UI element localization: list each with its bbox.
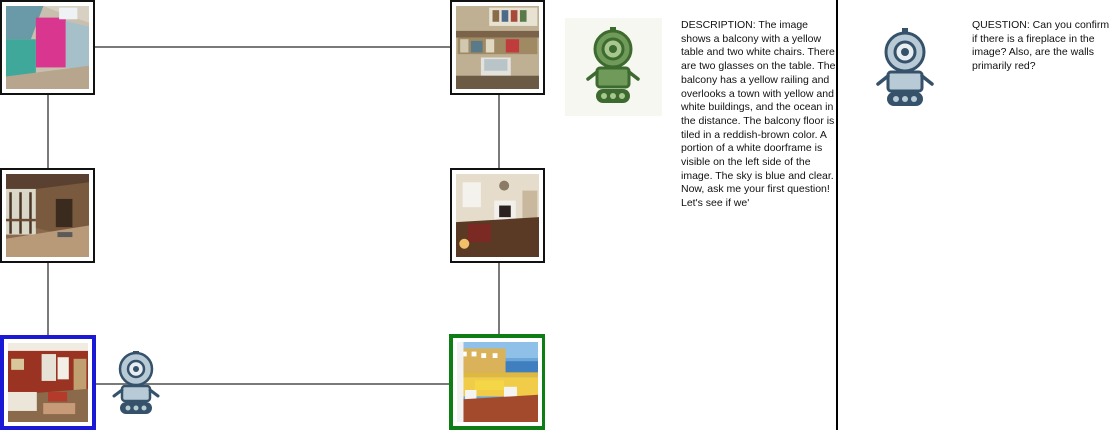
- attic-room-image: [6, 6, 89, 89]
- red-room-image: [8, 343, 88, 422]
- node-current-red-room[interactable]: [0, 335, 96, 430]
- robot-icon: [112, 351, 160, 414]
- description-text: DESCRIPTION: The image shows a balcony w…: [681, 19, 836, 210]
- question-text: QUESTION: Can you confirm if there is a …: [972, 19, 1110, 73]
- node-mid-left[interactable]: [0, 168, 95, 263]
- balcony-image: [457, 342, 538, 422]
- edge-left-lower: [47, 262, 49, 337]
- node-target-balcony[interactable]: [449, 334, 545, 430]
- panel-divider: [836, 0, 838, 430]
- edge-top: [94, 46, 452, 48]
- porch-image: [6, 174, 89, 257]
- navigation-graph: [0, 0, 545, 430]
- edge-right-lower: [498, 262, 500, 337]
- node-top-left[interactable]: [0, 0, 95, 95]
- edge-bottom: [96, 383, 450, 385]
- edge-right-upper: [498, 94, 500, 169]
- robot-icon: [876, 28, 934, 106]
- office-room-image: [456, 6, 539, 89]
- edge-left-upper: [47, 94, 49, 169]
- fireplace-room-image: [456, 174, 539, 257]
- robot-icon: [586, 27, 640, 103]
- node-top-right[interactable]: [450, 0, 545, 95]
- node-mid-right[interactable]: [450, 168, 545, 263]
